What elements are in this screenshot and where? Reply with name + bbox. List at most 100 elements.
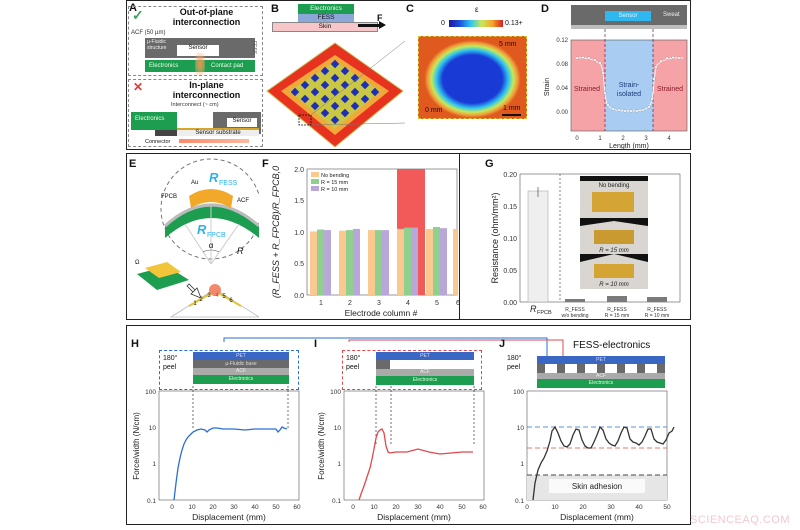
panel-label-g: G [485,158,494,170]
out-of-plane-title: Out-of-plane interconnection [172,7,241,27]
svg-text:2.0: 2.0 [294,167,304,174]
interconnect-label: Interconnect (~ cm) [171,102,219,108]
svg-text:100: 100 [513,389,524,396]
svg-text:1: 1 [520,461,524,468]
h-layer-pet: PET [193,352,289,360]
fluidic-label: µ-Fluidic structure [147,39,167,51]
svg-text:R = 10 mm: R = 10 mm [599,282,629,288]
svg-text:(R_FESS + R_FPCB)/R_FPCB,0: (R_FESS + R_FPCB)/R_FPCB,0 [271,166,281,298]
svg-text:R = 15 mm: R = 15 mm [605,313,630,319]
colorbar-max: 0.13+ [505,20,523,27]
svg-text:R = 15 mm: R = 15 mm [321,180,348,186]
svg-text:Displacement (mm): Displacement (mm) [560,512,634,522]
svg-text:0.0: 0.0 [294,293,304,300]
panel-label-e: E [129,158,137,170]
current-arrow [179,139,249,143]
panel-j: J FESS-electronics 180° peel PET ACF Elec… [497,326,690,524]
scale-bar-label: 1 mm [503,105,521,112]
out-of-plane-box: ✓ Out-of-plane interconnection ACF (50 µ… [128,6,263,76]
svg-text:5: 5 [222,294,226,300]
j-layer-electronics: Electronics [537,379,665,388]
svg-text:Strain: Strain [544,78,551,96]
svg-text:Strain-: Strain- [619,82,640,89]
svg-text:60: 60 [293,504,301,511]
svg-text:FPCB: FPCB [161,194,177,200]
svg-text:R = 15 mm: R = 15 mm [599,248,629,254]
colorbar [449,20,503,27]
d-sweat-label: Sweat [663,12,680,18]
h-peel-label: 180° peel [163,355,178,371]
panel-label-d: D [541,3,549,15]
i-peel-label: 180° peel [346,355,361,371]
h-layer-fluidic: µ-Fluidic base [193,360,289,368]
i-layer-electronics: Electronics [376,376,474,385]
force-arrow-icon [358,24,380,27]
j-layer-pet: PET [537,356,665,364]
svg-text:60: 60 [479,504,487,511]
svg-text:Displacement (mm): Displacement (mm) [192,512,266,522]
j-layer-acf: ACF [537,373,665,379]
svg-text:20: 20 [392,504,400,511]
svg-text:1: 1 [598,136,602,142]
svg-text:2: 2 [621,136,625,142]
svg-text:Displacement (mm): Displacement (mm) [377,512,451,522]
connector-lines [223,337,564,356]
contact-pad-label: Contact pad [211,63,244,69]
svg-text:10: 10 [551,504,559,511]
fem-strain-map [266,41,405,148]
row-top: A ✓ Out-of-plane interconnection ACF (50… [126,0,691,150]
stack-electronics: Electronics [298,4,354,14]
svg-text:R: R [237,246,244,256]
svg-text:4: 4 [667,136,671,142]
in-plane-box: ✕ In-plane interconnection Interconnect … [128,79,263,147]
svg-text:Strained: Strained [657,86,683,93]
panel-d: D Sensor Sweat 0.12 0.08 0.04 0.00 0 1 2 3 4 Le… [537,1,690,149]
watermark: SCIENCEAQ.COM [689,514,790,526]
force-arrowhead-icon [379,21,386,29]
svg-text:0.10: 0.10 [503,236,517,243]
in-plane-title: In-plane interconnection [172,80,241,100]
svg-text:ACF: ACF [237,198,249,204]
svg-text:Force/width (N/cm): Force/width (N/cm) [132,412,141,480]
strain-map-zoom [418,36,527,119]
svg-text:1.0: 1.0 [294,230,304,237]
svg-text:0.15: 0.15 [503,204,517,211]
panel-label-c: C [406,3,414,15]
row-bottom: H 180° peel PET µ-Fluidic base ACF Electr… [126,325,691,525]
svg-text:0.20: 0.20 [503,172,517,179]
svg-text:10: 10 [334,425,342,432]
svg-text:0.1: 0.1 [515,498,524,505]
svg-text:No bending: No bending [599,183,630,189]
svg-text:10: 10 [149,425,157,432]
svg-text:isolated: isolated [617,91,641,98]
svg-text:Skin adhesion: Skin adhesion [572,482,622,491]
svg-text:0.5: 0.5 [294,261,304,268]
figure: A ✓ Out-of-plane interconnection ACF (50… [126,0,691,525]
stack-skin: Skin [272,22,378,32]
svg-text:3: 3 [207,293,211,299]
fess-label: FESS [251,41,257,55]
panel-label-j: J [499,338,506,350]
svg-text:Ω: Ω [135,260,140,266]
bending-schematic: α R R FESS R FPCB Au FPCB ACF Ω 123 4 56 [135,158,259,318]
panel-g: G 0.20 0.15 0.10 0.05 0.00 Resistance (ohm/m… [459,154,691,319]
i-layer-acf: ACF [376,369,474,376]
i-layer-pet: PET [376,352,474,360]
svg-text:0: 0 [351,504,355,511]
svg-text:6: 6 [456,300,459,307]
in-plane-sensor: Sensor [227,118,257,127]
svg-text:R = 10 mm: R = 10 mm [645,313,670,319]
panel-label-a: A [129,2,137,14]
peel-chart-j: Skin adhesion 100 10 1 0.1 0 10 20 30 40 50 Disp… [513,389,675,522]
acf-label: ACF (50 µm) [131,30,166,36]
h-peel-box [159,350,299,390]
svg-text:20: 20 [209,504,217,511]
svg-text:1.5: 1.5 [294,198,304,205]
svg-text:Length (mm): Length (mm) [609,143,649,149]
j-fluidic-pattern [537,364,665,373]
d-substrate [571,25,687,29]
colorbar-symbol: ε [475,5,479,14]
svg-text:100: 100 [330,389,341,396]
svg-text:R_FESS: R_FESS [607,307,627,313]
svg-text:0.08: 0.08 [556,62,568,68]
